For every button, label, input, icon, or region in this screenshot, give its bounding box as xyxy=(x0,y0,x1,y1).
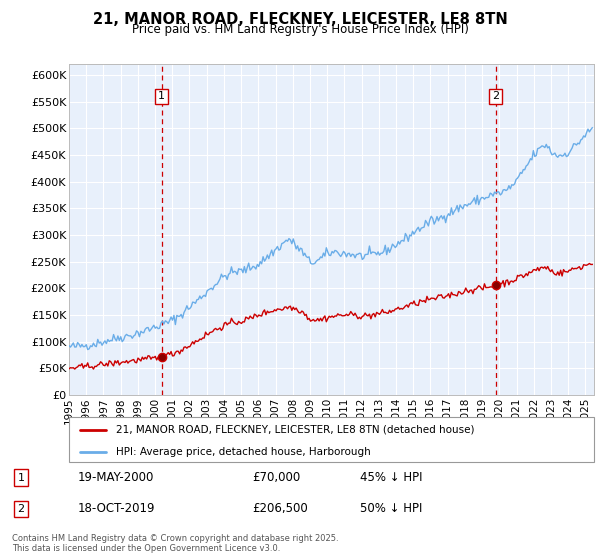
Text: 2: 2 xyxy=(492,91,499,101)
Text: 2: 2 xyxy=(17,504,25,514)
Text: 1: 1 xyxy=(158,91,165,101)
Text: HPI: Average price, detached house, Harborough: HPI: Average price, detached house, Harb… xyxy=(116,447,371,457)
Text: £70,000: £70,000 xyxy=(252,471,300,484)
Text: 50% ↓ HPI: 50% ↓ HPI xyxy=(360,502,422,515)
Text: 21, MANOR ROAD, FLECKNEY, LEICESTER, LE8 8TN: 21, MANOR ROAD, FLECKNEY, LEICESTER, LE8… xyxy=(92,12,508,26)
Text: 19-MAY-2000: 19-MAY-2000 xyxy=(78,471,154,484)
Text: Price paid vs. HM Land Registry's House Price Index (HPI): Price paid vs. HM Land Registry's House … xyxy=(131,22,469,36)
Text: 21, MANOR ROAD, FLECKNEY, LEICESTER, LE8 8TN (detached house): 21, MANOR ROAD, FLECKNEY, LEICESTER, LE8… xyxy=(116,424,475,435)
Text: 45% ↓ HPI: 45% ↓ HPI xyxy=(360,471,422,484)
Text: 1: 1 xyxy=(17,473,25,483)
Text: 18-OCT-2019: 18-OCT-2019 xyxy=(78,502,155,515)
Text: £206,500: £206,500 xyxy=(252,502,308,515)
Text: Contains HM Land Registry data © Crown copyright and database right 2025.
This d: Contains HM Land Registry data © Crown c… xyxy=(12,534,338,553)
FancyBboxPatch shape xyxy=(69,417,594,462)
